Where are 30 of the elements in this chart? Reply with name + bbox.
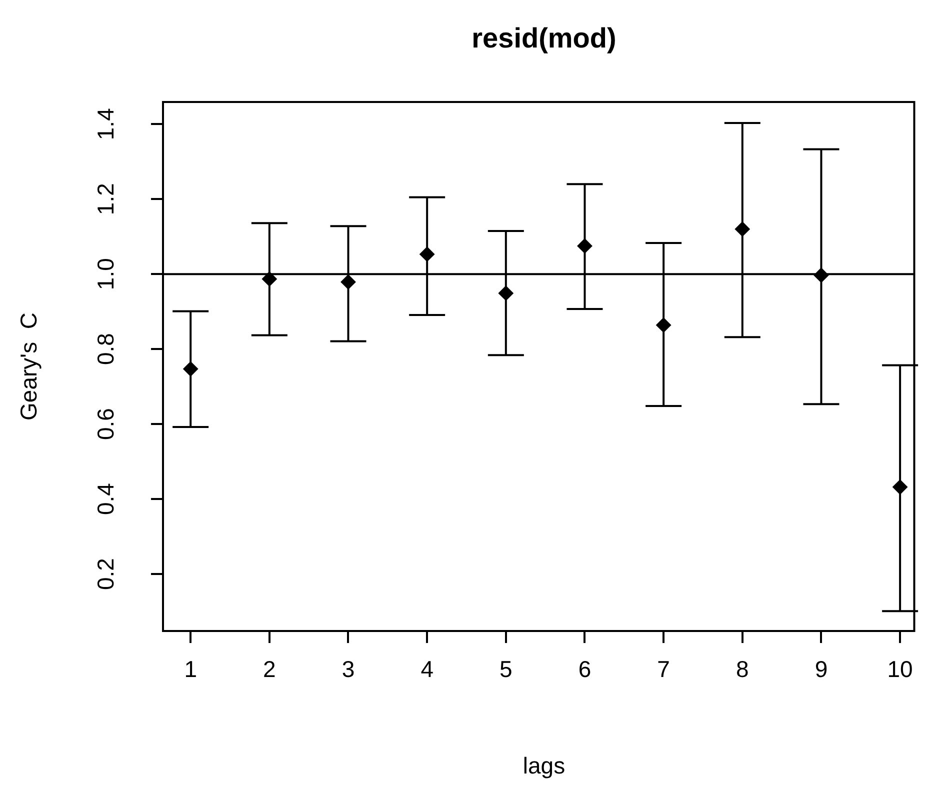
point	[183, 361, 198, 376]
y-tick-label: 1.0	[92, 258, 118, 290]
y-tick-label: 1.2	[92, 183, 118, 216]
point	[892, 480, 908, 495]
chart-title: resid(mod)	[472, 22, 616, 54]
x-tick-label: 3	[342, 656, 355, 682]
point	[656, 318, 672, 333]
y-tick-label: 1.4	[92, 108, 118, 140]
x-tick-label: 7	[657, 656, 670, 682]
x-tick-label: 10	[887, 656, 913, 682]
point	[814, 268, 829, 283]
x-axis-title: lags	[522, 752, 566, 778]
x-tick-label: 5	[500, 656, 512, 682]
x-tick-label: 2	[263, 656, 276, 682]
x-tick-label: 4	[420, 656, 434, 682]
y-axis-title: Geary's C	[15, 312, 42, 420]
point	[577, 238, 592, 254]
point	[340, 274, 356, 290]
y-tick-label: 0.4	[92, 482, 118, 516]
x-tick-label: 9	[814, 656, 828, 682]
y-tick-label: 0.6	[92, 408, 118, 440]
point	[734, 222, 750, 237]
x-tick-label: 8	[736, 656, 749, 682]
point	[262, 271, 277, 286]
x-tick-label: 1	[184, 656, 197, 682]
x-tick-label: 6	[578, 656, 592, 682]
point	[420, 246, 435, 262]
y-tick-label: 0.2	[92, 558, 118, 590]
y-tick-label: 0.8	[92, 333, 118, 366]
point	[498, 286, 514, 301]
